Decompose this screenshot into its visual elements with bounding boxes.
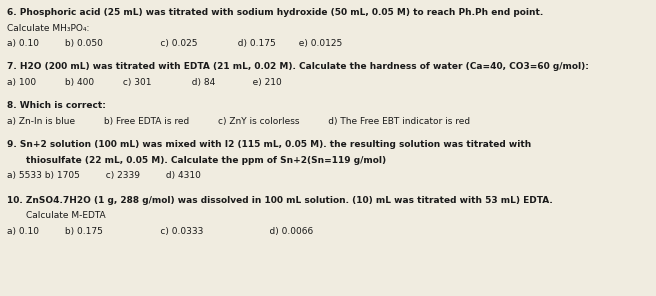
Text: a) Zn-In is blue          b) Free EDTA is red          c) ZnY is colorless      : a) Zn-In is blue b) Free EDTA is red c) … [7, 117, 470, 126]
Text: thiosulfate (22 mL, 0.05 M). Calculate the ppm of Sn+2(Sn=119 g/mol): thiosulfate (22 mL, 0.05 M). Calculate t… [26, 156, 386, 165]
Text: Calculate M-EDTA: Calculate M-EDTA [26, 211, 106, 220]
Text: 9. Sn+2 solution (100 mL) was mixed with I2 (115 mL, 0.05 M). the resulting solu: 9. Sn+2 solution (100 mL) was mixed with… [7, 140, 531, 149]
Text: 7. H2O (200 mL) was titrated with EDTA (21 mL, 0.02 M). Calculate the hardness o: 7. H2O (200 mL) was titrated with EDTA (… [7, 62, 588, 71]
Text: 8. Which is correct:: 8. Which is correct: [7, 101, 106, 110]
Text: 10. ZnSO4.7H2O (1 g, 288 g/mol) was dissolved in 100 mL solution. (10) mL was ti: 10. ZnSO4.7H2O (1 g, 288 g/mol) was diss… [7, 196, 552, 205]
Text: a) 100          b) 400          c) 301              d) 84             e) 210: a) 100 b) 400 c) 301 d) 84 e) 210 [7, 78, 281, 86]
Text: Calculate MH₃PO₄:: Calculate MH₃PO₄: [7, 24, 89, 33]
Text: a) 0.10         b) 0.175                    c) 0.0333                       d) 0: a) 0.10 b) 0.175 c) 0.0333 d) 0 [7, 227, 313, 236]
Text: a) 0.10         b) 0.050                    c) 0.025              d) 0.175      : a) 0.10 b) 0.050 c) 0.025 d) 0.175 [7, 39, 342, 48]
Text: 6. Phosphoric acid (25 mL) was titrated with sodium hydroxide (50 mL, 0.05 M) to: 6. Phosphoric acid (25 mL) was titrated … [7, 8, 543, 17]
Text: a) 5533 b) 1705         c) 2339         d) 4310: a) 5533 b) 1705 c) 2339 d) 4310 [7, 171, 201, 180]
